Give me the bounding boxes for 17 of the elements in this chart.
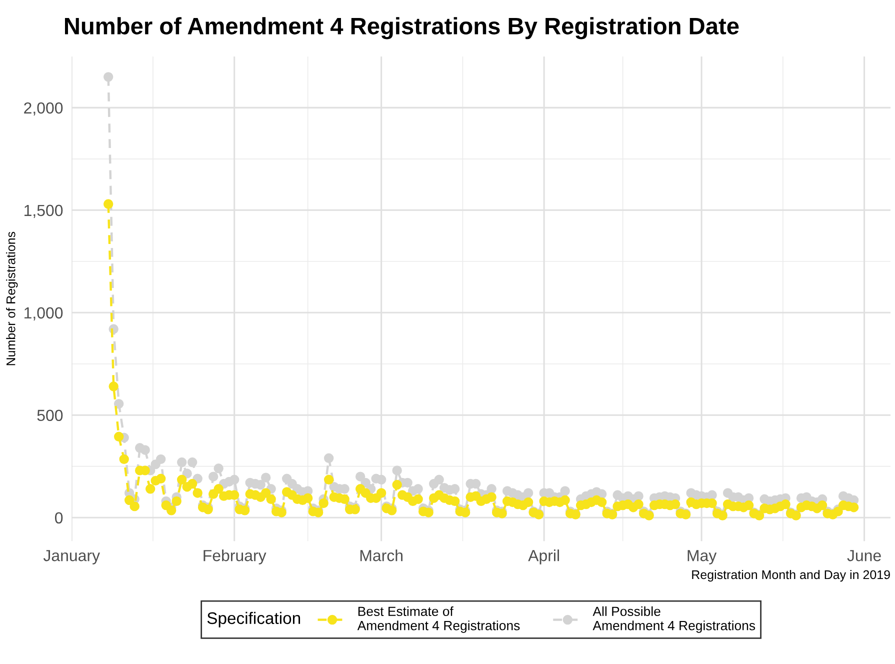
x-tick-label: June: [847, 550, 881, 562]
legend-title: Specification: [207, 612, 300, 628]
y-axis-title: Number of Registrations: [6, 232, 18, 366]
y-tick-label: 2,000: [24, 102, 63, 116]
y-tick-label: 1,500: [24, 204, 63, 218]
x-tick-label: May: [688, 550, 717, 564]
x-tick-label: January: [43, 550, 100, 564]
x-tick-label: March: [360, 549, 402, 562]
x-tick-label: April: [528, 549, 559, 564]
y-tick-label: 1,000: [24, 307, 63, 320]
chart-title: Number of Amendment 4 Registrations By Registration Date: [64, 17, 739, 40]
x-tick-label: February: [204, 549, 266, 564]
y-tick-label: 0: [55, 512, 63, 524]
y-tick-label: 500: [37, 410, 63, 422]
legend-label: All Possible Amendment 4 Registrations: [592, 606, 756, 633]
x-axis-title: Registration Month and Day in 2019: [692, 570, 890, 582]
legend-label: Best Estimate of Amendment 4 Registrations: [357, 606, 520, 633]
